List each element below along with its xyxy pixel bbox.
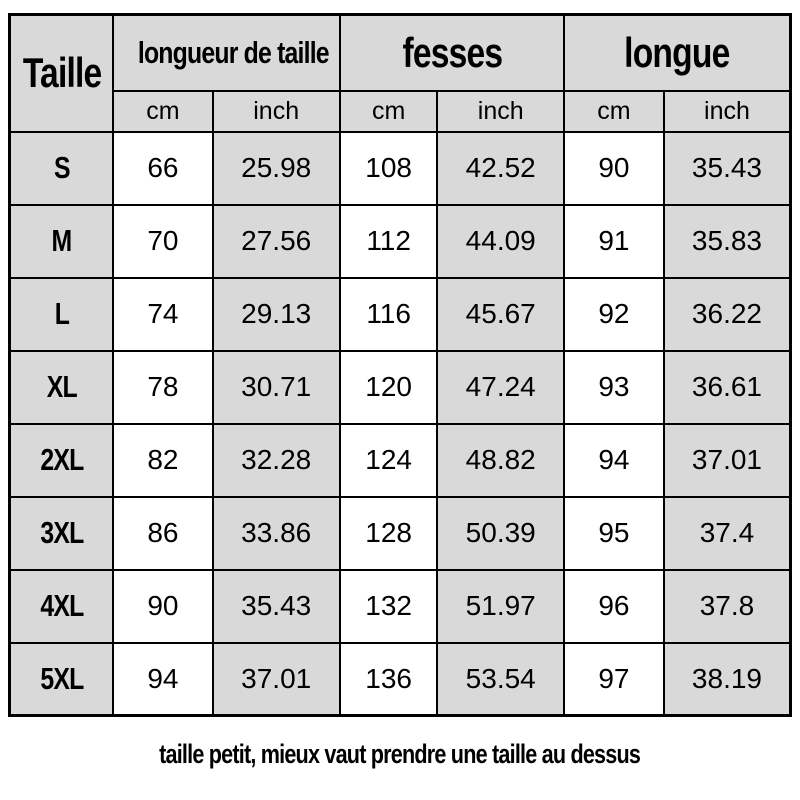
unit-header-inch-1: inch — [211, 89, 341, 133]
size-chart-table: Taille longueur de taille fesses longue … — [8, 13, 792, 717]
size-label: 4XL — [8, 568, 115, 644]
cell-value: 27.56 — [211, 203, 341, 279]
size-label-text: 5XL — [40, 660, 84, 696]
cell-value: 108 — [338, 130, 439, 206]
cell-value: 74 — [112, 276, 214, 352]
cell-value: 136 — [338, 641, 439, 717]
cell-value: 92 — [562, 276, 665, 352]
table-row: 2XL 82 32.28 124 48.82 94 37.01 — [8, 422, 792, 498]
table-row: 4XL 90 35.43 132 51.97 96 37.8 — [8, 568, 792, 644]
size-label: S — [8, 130, 115, 206]
cell-value: 37.8 — [662, 568, 792, 644]
size-label: 5XL — [8, 641, 115, 717]
cell-value: 30.71 — [211, 349, 341, 425]
cell-value: 94 — [112, 641, 214, 717]
size-label: L — [8, 276, 115, 352]
cell-value: 33.86 — [211, 495, 341, 571]
cell-value: 51.97 — [436, 568, 565, 644]
table-row: 5XL 94 37.01 136 53.54 97 38.19 — [8, 641, 792, 717]
group-header-waist-length: longueur de taille — [112, 13, 341, 92]
size-label: XL — [8, 349, 115, 425]
unit-header-cm-2: cm — [338, 89, 439, 133]
cell-value: 97 — [562, 641, 665, 717]
size-label-text: 2XL — [40, 442, 84, 477]
cell-value: 120 — [338, 349, 439, 425]
cell-value: 96 — [562, 568, 665, 644]
cell-value: 128 — [338, 495, 439, 571]
group-header-hips: fesses — [338, 13, 565, 92]
cell-value: 93 — [562, 349, 665, 425]
cell-value: 90 — [562, 130, 665, 206]
size-label-text: L — [54, 296, 69, 331]
cell-value: 82 — [112, 422, 214, 498]
cell-value: 32.28 — [211, 422, 341, 498]
unit-header-cm-1: cm — [112, 89, 214, 133]
cell-value: 35.43 — [211, 568, 341, 644]
size-label: M — [8, 203, 115, 279]
table-row: S 66 25.98 108 42.52 90 35.43 — [8, 130, 792, 206]
size-column-header-label: Taille — [22, 49, 101, 97]
cell-value: 42.52 — [436, 130, 565, 206]
cell-value: 66 — [112, 130, 214, 206]
cell-value: 29.13 — [211, 276, 341, 352]
group-header-length-label: longue — [624, 28, 730, 76]
size-label: 2XL — [8, 422, 115, 498]
cell-value: 95 — [562, 495, 665, 571]
table-row: M 70 27.56 112 44.09 91 35.83 — [8, 203, 792, 279]
size-label-text: S — [53, 150, 71, 185]
cell-value: 38.19 — [662, 641, 792, 717]
cell-value: 35.43 — [662, 130, 792, 206]
cell-value: 48.82 — [436, 422, 565, 498]
table-row: XL 78 30.71 120 47.24 93 36.61 — [8, 349, 792, 425]
size-label-text: 3XL — [40, 515, 84, 550]
cell-value: 37.01 — [662, 422, 792, 498]
group-header-row: Taille longueur de taille fesses longue — [8, 13, 792, 133]
cell-value: 47.24 — [436, 349, 565, 425]
unit-header-cm-3: cm — [562, 89, 665, 133]
cell-value: 116 — [338, 276, 439, 352]
cell-value: 132 — [338, 568, 439, 644]
size-label-text: M — [51, 223, 73, 258]
cell-value: 36.22 — [662, 276, 792, 352]
cell-value: 53.54 — [436, 641, 565, 717]
cell-value: 35.83 — [662, 203, 792, 279]
cell-value: 94 — [562, 422, 665, 498]
cell-value: 50.39 — [436, 495, 565, 571]
unit-header-row: cm inch cm inch cm inch — [10, 89, 792, 133]
group-header-waist-length-label: longueur de taille — [138, 34, 330, 70]
cell-value: 45.67 — [436, 276, 565, 352]
cell-value: 36.61 — [662, 349, 792, 425]
cell-value: 91 — [562, 203, 665, 279]
footer-note-text: taille petit, mieux vaut prendre une tai… — [159, 739, 642, 769]
size-label: 3XL — [8, 495, 115, 571]
group-header-length: longue — [562, 13, 792, 92]
unit-header-inch-3: inch — [662, 89, 792, 133]
cell-value: 86 — [112, 495, 214, 571]
group-header-hips-label: fesses — [401, 28, 503, 76]
size-label-text: 4XL — [40, 588, 84, 623]
size-column-header: Taille — [8, 13, 115, 133]
table-row: L 74 29.13 116 45.67 92 36.22 — [8, 276, 792, 352]
cell-value: 70 — [112, 203, 214, 279]
cell-value: 37.01 — [211, 641, 341, 717]
cell-value: 112 — [338, 203, 439, 279]
unit-header-inch-2: inch — [436, 89, 565, 133]
cell-value: 90 — [112, 568, 214, 644]
table-row: 3XL 86 33.86 128 50.39 95 37.4 — [8, 495, 792, 571]
cell-value: 44.09 — [436, 203, 565, 279]
cell-value: 25.98 — [211, 130, 341, 206]
size-label-text: XL — [46, 369, 78, 404]
cell-value: 78 — [112, 349, 214, 425]
footer-note: taille petit, mieux vaut prendre une tai… — [0, 739, 800, 770]
cell-value: 124 — [338, 422, 439, 498]
cell-value: 37.4 — [662, 495, 792, 571]
